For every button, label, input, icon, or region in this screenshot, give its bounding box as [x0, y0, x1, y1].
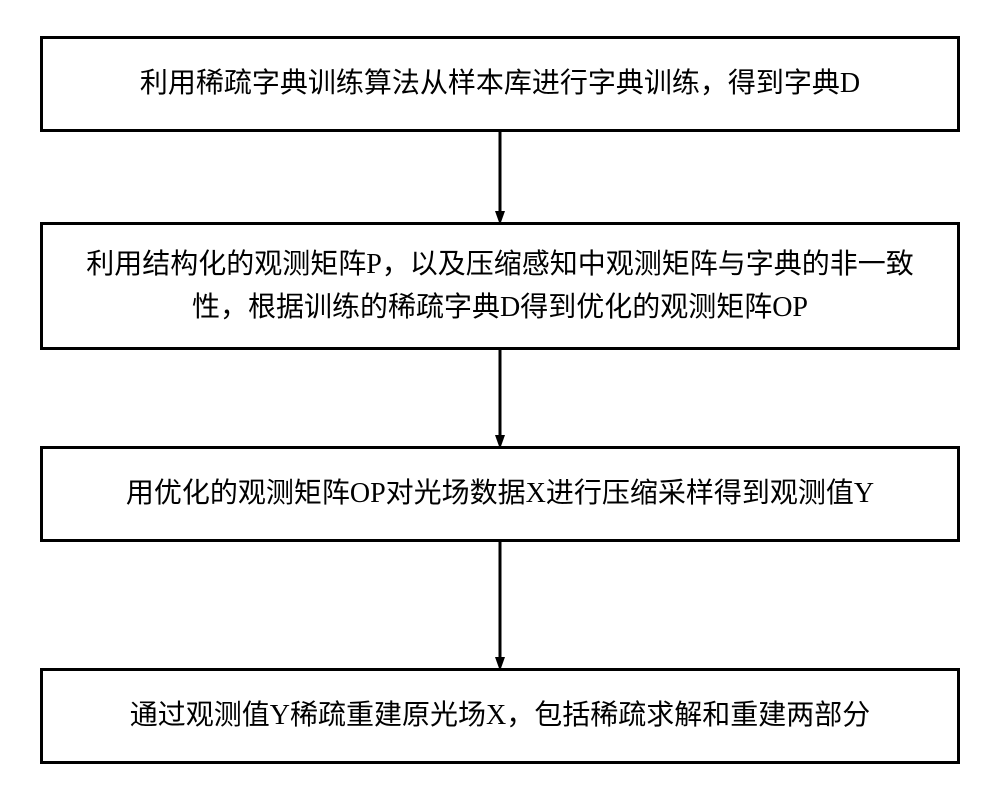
flow-node-label: 通过观测值Y稀疏重建原光场X，包括稀疏求解和重建两部分 — [61, 694, 939, 737]
flow-node-n2: 利用结构化的观测矩阵P，以及压缩感知中观测矩阵与字典的非一致性，根据训练的稀疏字… — [40, 222, 960, 350]
flow-node-label: 利用结构化的观测矩阵P，以及压缩感知中观测矩阵与字典的非一致性，根据训练的稀疏字… — [61, 243, 939, 330]
flow-node-n3: 用优化的观测矩阵OP对光场数据X进行压缩采样得到观测值Y — [40, 446, 960, 542]
flow-node-n4: 通过观测值Y稀疏重建原光场X，包括稀疏求解和重建两部分 — [40, 668, 960, 764]
flow-node-label: 利用稀疏字典训练算法从样本库进行字典训练，得到字典D — [61, 62, 939, 105]
flowchart-canvas: 利用稀疏字典训练算法从样本库进行字典训练，得到字典D 利用结构化的观测矩阵P，以及… — [0, 0, 1000, 800]
flow-node-n1: 利用稀疏字典训练算法从样本库进行字典训练，得到字典D — [40, 36, 960, 132]
flow-node-label: 用优化的观测矩阵OP对光场数据X进行压缩采样得到观测值Y — [61, 472, 939, 515]
